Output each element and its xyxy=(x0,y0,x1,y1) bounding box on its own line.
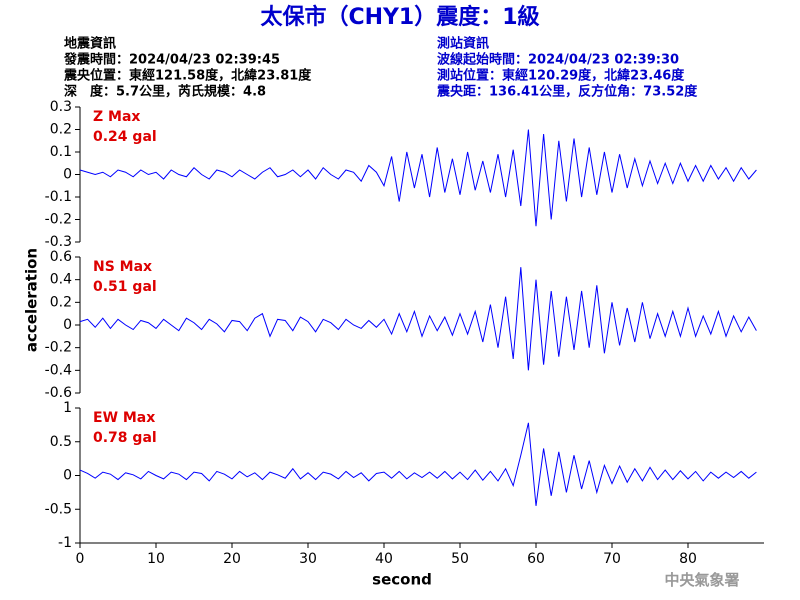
event-info: 地震資訊 xyxy=(64,36,116,52)
y-tick-label: 0.5 xyxy=(50,434,72,450)
waveform xyxy=(79,422,757,506)
event-info: 發震時間：2024/04/23 02:39:45 xyxy=(63,52,280,68)
y-tick-label: -0.2 xyxy=(45,340,72,356)
x-tick-label: 60 xyxy=(527,551,545,567)
y-tick-label: 1 xyxy=(63,400,72,416)
station-info: 震央距：136.41公里，反方位角：73.52度 xyxy=(436,84,698,100)
annotation: 0.78 gal xyxy=(93,430,157,446)
y-tick-label: 0 xyxy=(63,468,72,484)
y-tick-label: 0.6 xyxy=(50,249,72,265)
annotation: 0.51 gal xyxy=(93,279,157,295)
x-axis-label: second xyxy=(372,571,432,589)
station-info: 測站資訊 xyxy=(437,36,489,52)
x-tick-label: 20 xyxy=(223,551,241,567)
y-tick-label: -0.6 xyxy=(45,385,72,401)
y-tick-label: 0.4 xyxy=(50,272,72,288)
y-tick-label: 0.3 xyxy=(50,99,72,115)
y-tick-label: 0.2 xyxy=(50,294,72,310)
y-tick-label: 0.2 xyxy=(50,122,72,138)
y-tick-label: -0.4 xyxy=(45,362,72,378)
y-tick-label: -0.2 xyxy=(45,212,72,228)
x-tick-label: 0 xyxy=(76,551,85,567)
annotation: Z Max xyxy=(93,109,140,125)
y-tick-label: -0.1 xyxy=(45,189,72,205)
x-tick-label: 70 xyxy=(603,551,621,567)
chart-title: 太保市（CHY1）震度：1級 xyxy=(260,4,539,30)
y-tick-label: 0.1 xyxy=(50,144,72,160)
y-tick-label: -0.5 xyxy=(45,501,72,517)
y-tick-label: 0 xyxy=(63,317,72,333)
event-info: 震央位置：東經121.58度，北緯23.81度 xyxy=(63,68,312,84)
x-tick-label: 80 xyxy=(679,551,697,567)
y-tick-label: -1 xyxy=(58,535,72,551)
y-tick-label: 0 xyxy=(63,167,72,183)
watermark: 中央氣象署 xyxy=(664,571,739,589)
x-tick-label: 30 xyxy=(299,551,317,567)
annotation: NS Max xyxy=(93,259,152,275)
y-axis-label: acceleration xyxy=(23,248,41,352)
station-info: 測站位置：東經120.29度，北緯23.46度 xyxy=(437,68,685,84)
annotation: 0.24 gal xyxy=(93,129,157,145)
y-tick-label: -0.3 xyxy=(45,234,72,250)
x-tick-label: 10 xyxy=(147,551,165,567)
x-tick-label: 40 xyxy=(375,551,393,567)
waveform xyxy=(79,267,757,371)
station-info: 波線起始時間：2024/04/23 02:39:30 xyxy=(437,52,679,68)
waveform xyxy=(79,129,757,227)
event-info: 深 度：5.7公里，芮氏規模：4.8 xyxy=(64,84,266,100)
annotation: EW Max xyxy=(93,410,155,426)
x-tick-label: 50 xyxy=(451,551,469,567)
